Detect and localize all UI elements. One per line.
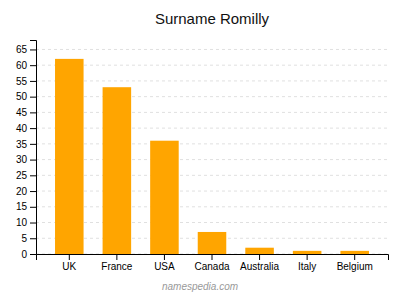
y-tick-label: 15: [16, 201, 28, 212]
grid-line: [36, 191, 388, 192]
x-tick-label: Italy: [298, 261, 316, 272]
grid-line: [36, 80, 388, 81]
x-tick-label: Australia: [240, 261, 279, 272]
grid-line: [36, 96, 388, 97]
y-tick-label: 10: [16, 217, 28, 228]
y-tick: 35: [16, 139, 36, 150]
y-tick-label: 40: [16, 123, 28, 134]
chart: 0 5 10 15 20 25 30 35 40 45 50 55 60 65 UK France USA Can…: [0, 0, 400, 300]
y-tick-label: 35: [16, 139, 28, 150]
y-tick: 65: [16, 44, 36, 55]
x-tick-mark: [307, 254, 308, 260]
y-tick-label: 5: [21, 233, 27, 244]
y-tick: 40: [16, 123, 36, 134]
y-tick-mark: [30, 160, 36, 161]
bar: [55, 59, 84, 254]
grid-line: [36, 65, 388, 66]
y-tick-mark: [30, 112, 36, 113]
y-tick-label: 25: [16, 170, 28, 181]
x-tick-mark: [164, 254, 165, 260]
y-tick-mark: [30, 175, 36, 176]
y-tick-label: 45: [16, 107, 28, 118]
bar: [198, 232, 227, 254]
y-tick-label: 0: [21, 249, 27, 260]
title: Surname Romilly: [155, 10, 270, 27]
y-tick-mark: [30, 254, 36, 255]
grid-line: [36, 222, 388, 223]
y-tick-mark: [30, 65, 36, 66]
y-tick: 60: [16, 60, 36, 71]
x-tick: Belgium: [337, 254, 373, 272]
y-tick: 0: [21, 249, 36, 260]
y-tick-mark: [30, 144, 36, 145]
x-tick-label: Belgium: [337, 261, 373, 272]
y-tick-mark: [30, 238, 36, 239]
annotation: namespedia.com: [162, 281, 238, 292]
y-tick-label: 50: [16, 91, 28, 102]
x-tick: Australia: [240, 254, 279, 272]
x-tick-mark: [212, 254, 213, 260]
x-tick-mark: [259, 254, 260, 260]
y-tick: 30: [16, 154, 36, 165]
y-tick-mark: [30, 223, 36, 224]
x-tick-label: France: [101, 261, 133, 272]
bar: [103, 87, 132, 254]
y-tick-mark: [30, 128, 36, 129]
y-tick-label: 55: [16, 76, 28, 87]
grid-line: [36, 128, 388, 129]
y-tick: 10: [16, 217, 36, 228]
y-tick: 55: [16, 76, 36, 87]
y-tick: 15: [16, 201, 36, 212]
x-tick: UK: [62, 254, 76, 272]
x-tick: USA: [154, 254, 175, 272]
grid-line: [36, 159, 388, 160]
x-tick-label: Canada: [194, 261, 229, 272]
bar: [245, 248, 274, 254]
y-axis: 0 5 10 15 20 25 30 35 40 45 50 55 60 65: [16, 41, 37, 260]
y-tick-label: 65: [16, 44, 28, 55]
x-tick-mark: [116, 254, 117, 260]
grid-line: [36, 206, 388, 207]
y-tick-mark: [30, 49, 36, 50]
grid: [36, 49, 388, 254]
y-tick: 25: [16, 170, 36, 181]
y-axis-line: [30, 41, 37, 255]
x-tick-label: UK: [62, 261, 76, 272]
x-tick: Italy: [298, 254, 316, 272]
plot-area: 0 5 10 15 20 25 30 35 40 45 50 55 60 65 UK France USA Can…: [16, 41, 389, 273]
grid-line: [36, 175, 388, 176]
bars: [55, 59, 369, 254]
x-tick-mark: [69, 254, 70, 260]
grid-line: [36, 112, 388, 113]
grid-line: [36, 49, 388, 50]
y-tick: 50: [16, 91, 36, 102]
bar: [150, 141, 179, 254]
x-tick-mark: [354, 254, 355, 260]
y-tick-mark: [30, 191, 36, 192]
y-tick: 20: [16, 186, 36, 197]
y-tick-mark: [30, 97, 36, 98]
y-tick-mark: [30, 207, 36, 208]
x-tick-label: USA: [154, 261, 175, 272]
y-tick-label: 60: [16, 60, 28, 71]
y-tick-label: 30: [16, 154, 28, 165]
x-tick: France: [101, 254, 133, 272]
x-axis: UK France USA Canada Australia Italy Belgium: [37, 254, 389, 272]
grid-line: [36, 143, 388, 144]
y-tick: 45: [16, 107, 36, 118]
bar: [293, 251, 322, 254]
y-tick: 5: [21, 233, 36, 244]
bar: [340, 251, 369, 254]
x-axis-line: [37, 255, 389, 261]
x-tick: Canada: [194, 254, 229, 272]
y-tick-label: 20: [16, 186, 28, 197]
y-tick-mark: [30, 81, 36, 82]
